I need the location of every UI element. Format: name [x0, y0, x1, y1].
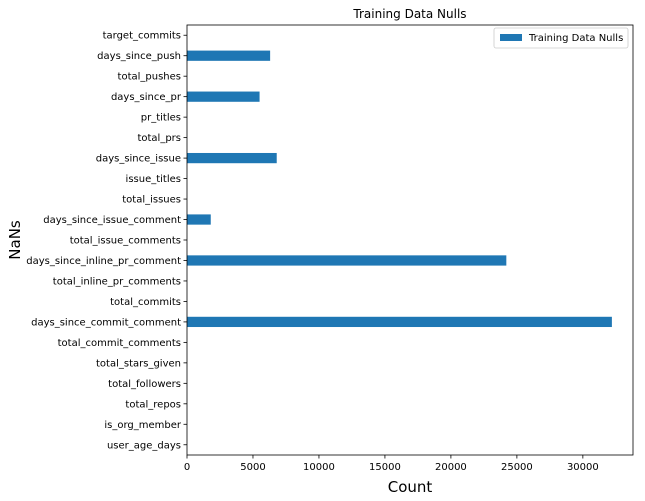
bar-days-since-inline-pr-comment	[187, 255, 507, 266]
y-tick-label: total_issues	[122, 195, 181, 206]
bars-group	[187, 50, 612, 328]
y-tick-label: days_since_issue_comment	[43, 215, 181, 226]
y-tick-label: total_prs	[137, 133, 181, 144]
y-tick-label: days_since_issue	[96, 154, 181, 165]
y-tick-label: pr_titles	[141, 113, 181, 124]
x-tick-label: 10000	[303, 462, 335, 473]
y-tick-label: days_since_push	[97, 51, 181, 62]
y-axis-title: NaNs	[6, 220, 24, 260]
y-tick-label: total_commit_comments	[58, 338, 181, 349]
y-tick-label: issue_titles	[126, 174, 181, 185]
y-tick-label: user_age_days	[107, 440, 181, 451]
y-tick-label: total_followers	[108, 379, 181, 390]
bar-days-since-issue	[187, 152, 277, 164]
x-axis-ticks: 0 5000 10000 15000 20000 25000 30000	[184, 455, 599, 473]
x-tick-label: 0	[184, 462, 190, 473]
y-tick-label: total_repos	[125, 399, 181, 410]
y-tick-label: total_stars_given	[96, 358, 181, 369]
y-tick-label: total_pushes	[118, 72, 181, 83]
y-tick-label: total_commits	[110, 297, 181, 308]
x-tick-label: 20000	[435, 462, 467, 473]
x-axis-title: Count	[388, 478, 433, 496]
legend-swatch	[500, 34, 522, 41]
legend-label: Training Data Nulls	[528, 33, 623, 44]
plot-frame	[186, 24, 634, 456]
bar-days-since-issue-comment	[187, 214, 211, 225]
y-tick-label: days_since_inline_pr_comment	[26, 256, 181, 267]
y-tick-label: target_commits	[103, 31, 181, 42]
y-tick-label: total_inline_pr_comments	[53, 276, 181, 287]
bar-days-since-push	[187, 50, 271, 61]
bar-days-since-commit-comment	[187, 316, 612, 328]
y-tick-label: is_org_member	[104, 420, 182, 431]
y-tick-label: days_since_commit_comment	[31, 317, 181, 328]
y-tick-label: total_issue_comments	[70, 236, 181, 247]
y-tick-label: days_since_pr	[111, 92, 182, 103]
x-tick-label: 5000	[240, 462, 265, 473]
legend: Training Data Nulls	[493, 27, 629, 49]
chart-title: Training Data Nulls	[352, 7, 466, 21]
legend-box	[493, 27, 629, 49]
bar-days-since-pr	[187, 91, 260, 102]
x-tick-label: 25000	[501, 462, 533, 473]
x-tick-label: 30000	[567, 462, 599, 473]
x-tick-label: 15000	[369, 462, 401, 473]
y-axis-ticks: user_age_days is_org_member total_repos tot…	[26, 31, 187, 451]
